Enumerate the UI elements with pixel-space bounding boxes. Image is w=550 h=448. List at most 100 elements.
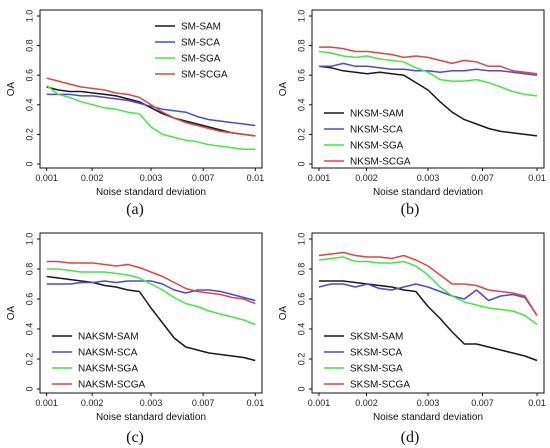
chart-panel-2: 0 0.2 0.4 0.6 0.8 1.0 0.001 0.002 0.003 0.007 0.01… xyxy=(278,9,546,218)
chart-panel-1: 0 0.2 0.4 0.6 0.8 1.0 0.001 0.002 0.003 0.007 0.01… xyxy=(6,9,265,218)
series-line-nksm-sga xyxy=(318,50,538,97)
series-line-sm-scga xyxy=(46,77,256,137)
x-tick-label: 0.002 xyxy=(81,398,104,408)
series-line-sksm-sga xyxy=(318,256,538,326)
series-line-sm-sca xyxy=(46,93,256,127)
series-line-nksm-sca xyxy=(319,62,538,76)
plot-frame xyxy=(39,9,263,169)
plot-frame xyxy=(311,9,545,169)
y-tick-label: 0.6 xyxy=(296,69,306,82)
y-tick-label: 1.0 xyxy=(296,233,306,246)
x-tick-label: 0.01 xyxy=(528,398,546,408)
x-tick-label: 0.007 xyxy=(192,173,215,183)
x-tick-label: 0.001 xyxy=(35,398,58,408)
y-tick-label: 0 xyxy=(296,386,306,391)
chart-panel-3: 0 0.2 0.4 0.6 0.8 1.0 0.001 0.002 0.003 0.007 0.01… xyxy=(6,232,265,446)
series-line-nksm-scga xyxy=(319,46,538,75)
series-line-sm-sga xyxy=(46,85,256,150)
series-line-naksm-sga xyxy=(46,268,256,326)
legend-label: SM-SAM xyxy=(181,22,221,33)
chart-panel-4: 0 0.2 0.4 0.6 0.8 1.0 0.001 0.002 0.003 0.007 0.01… xyxy=(278,232,546,446)
legend-label: NKSM-SAM xyxy=(350,109,404,120)
plot-frame xyxy=(39,232,263,394)
x-tick-label: 0.003 xyxy=(417,398,440,408)
legend-label: NKSM-SCGA xyxy=(350,157,411,168)
y-axis-label: OA xyxy=(6,81,17,96)
y-axis-label: OA xyxy=(278,305,289,320)
x-tick-label: 0.01 xyxy=(528,173,546,183)
y-tick-label: 0.8 xyxy=(296,39,306,52)
series-line-naksm-sca xyxy=(46,280,256,302)
y-tick-label: 0 xyxy=(296,161,306,166)
x-tick-label: 0.007 xyxy=(471,173,494,183)
series-line-nksm-sam xyxy=(318,65,538,137)
legend: SKSM-SAM SKSM-SCA SKSM-SGA SKSM-SCGA xyxy=(324,332,410,391)
legend: NAKSM-SAM NAKSM-SCA NAKSM-SGA NAKSM-SCGA xyxy=(52,332,146,391)
legend-label: NAKSM-SGA xyxy=(78,364,138,375)
y-tick-label: 0.4 xyxy=(24,323,34,336)
panel-caption: (d) xyxy=(401,429,420,446)
x-axis-label: Noise standard deviation xyxy=(373,187,483,198)
series-line-naksm-scga xyxy=(46,260,256,305)
legend-label: NAKSM-SCA xyxy=(78,348,138,359)
y-tick-label: 0.2 xyxy=(24,128,34,141)
series-line-sksm-sam xyxy=(319,280,538,362)
legend-label: NAKSM-SCGA xyxy=(78,380,146,391)
x-tick-label: 0.003 xyxy=(140,173,163,183)
y-axis-label: OA xyxy=(278,81,289,96)
panel-caption: (a) xyxy=(126,201,144,218)
legend-label: SM-SGA xyxy=(181,54,221,65)
y-tick-label: 0.6 xyxy=(24,69,34,82)
x-tick-label: 0.007 xyxy=(192,398,215,408)
y-tick-label: 1.0 xyxy=(24,233,34,246)
legend-label: NAKSM-SAM xyxy=(78,332,139,343)
x-tick-label: 0.002 xyxy=(81,173,104,183)
legend: SM-SAM SM-SCA SM-SGA SM-SCGA xyxy=(155,22,228,81)
x-tick-label: 0.003 xyxy=(417,173,440,183)
x-tick-label: 0.001 xyxy=(308,398,331,408)
y-tick-label: 0.2 xyxy=(296,128,306,141)
y-tick-label: 1.0 xyxy=(24,10,34,23)
x-tick-label: 0.001 xyxy=(35,173,58,183)
legend: NKSM-SAM NKSM-SCA NKSM-SGA NKSM-SCGA xyxy=(324,109,411,168)
series-line-sksm-sca xyxy=(318,283,538,316)
x-axis-label: Noise standard deviation xyxy=(96,187,206,198)
x-axis-label: Noise standard deviation xyxy=(373,412,483,423)
y-tick-label: 0.8 xyxy=(24,263,34,276)
plot-frame xyxy=(311,232,545,394)
legend-label: SKSM-SGA xyxy=(350,364,403,375)
panel-caption: (b) xyxy=(401,201,420,218)
legend-label: SM-SCGA xyxy=(181,70,228,81)
legend-label: SKSM-SCA xyxy=(350,348,403,359)
legend-label: NKSM-SCA xyxy=(350,125,403,136)
y-tick-label: 0.6 xyxy=(24,293,34,306)
y-tick-label: 0.2 xyxy=(296,353,306,366)
y-tick-label: 0.4 xyxy=(24,99,34,112)
series-line-naksm-sam xyxy=(46,275,256,362)
y-tick-label: 0.8 xyxy=(296,263,306,276)
x-tick-label: 0.01 xyxy=(247,173,265,183)
series-line-sksm-scga xyxy=(318,251,538,316)
y-tick-label: 0 xyxy=(24,386,34,391)
panel-caption: (c) xyxy=(126,429,144,446)
x-tick-label: 0.002 xyxy=(355,398,378,408)
legend-label: SM-SCA xyxy=(181,38,220,49)
legend-label: SKSM-SCGA xyxy=(350,380,410,391)
x-tick-label: 0.01 xyxy=(247,398,265,408)
legend-label: SKSM-SAM xyxy=(350,332,403,343)
y-tick-label: 0.8 xyxy=(24,39,34,52)
y-tick-label: 1.0 xyxy=(296,10,306,23)
series-line-sm-sam xyxy=(46,86,256,137)
legend-label: NKSM-SGA xyxy=(350,141,404,152)
y-tick-label: 0.4 xyxy=(296,323,306,336)
x-axis-label: Noise standard deviation xyxy=(96,412,206,423)
y-tick-label: 0 xyxy=(24,161,34,166)
x-tick-label: 0.001 xyxy=(308,173,331,183)
y-tick-label: 0.4 xyxy=(296,99,306,112)
x-tick-label: 0.007 xyxy=(471,398,494,408)
x-tick-label: 0.002 xyxy=(355,173,378,183)
y-tick-label: 0.6 xyxy=(296,293,306,306)
x-tick-label: 0.003 xyxy=(140,398,163,408)
y-tick-label: 0.2 xyxy=(24,353,34,366)
